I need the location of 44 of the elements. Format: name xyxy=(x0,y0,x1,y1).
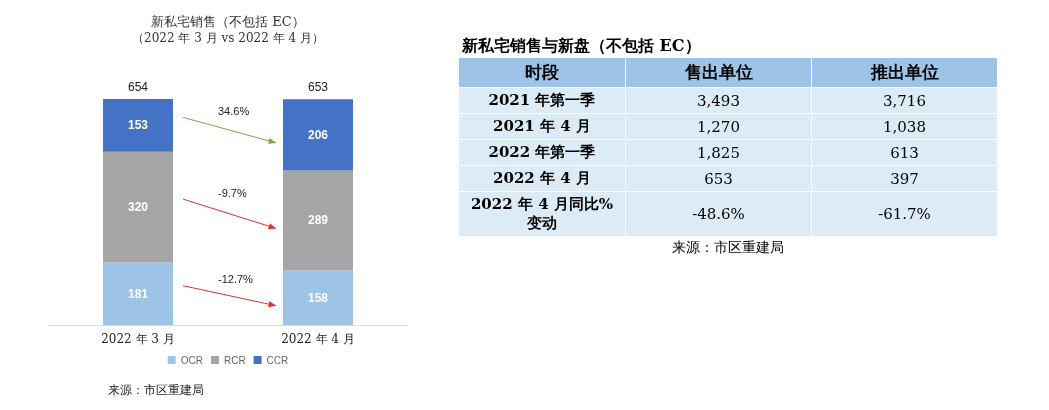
data-label: 206 xyxy=(307,127,329,142)
category-label: 2022 年 4 月 xyxy=(458,165,626,192)
bar xyxy=(283,99,353,171)
data-label: 613 xyxy=(811,139,998,166)
legend-label: RCR xyxy=(223,354,246,366)
data-label: -48.6% xyxy=(625,191,812,237)
bar xyxy=(103,98,173,152)
total-label: 654 xyxy=(127,79,149,94)
source-note: 来源：市区重建局 xyxy=(671,239,785,257)
series-label: 售出单位 xyxy=(625,57,812,88)
data-label: 181 xyxy=(127,286,149,301)
data-label: 153 xyxy=(127,118,149,133)
data-label: 1,270 xyxy=(625,113,812,140)
legend-label: OCR xyxy=(180,354,203,366)
category-label: 2021 年 4 月 xyxy=(458,113,626,140)
data-label: 3,493 xyxy=(625,87,812,114)
data-label: 1,825 xyxy=(625,139,812,166)
category-label: 2021 年第一季 xyxy=(458,87,626,114)
source-note: 来源：市区重建局 xyxy=(108,383,204,397)
data-label: 397 xyxy=(811,165,998,192)
series-label: 推出单位 xyxy=(811,57,998,88)
data-label: 3,716 xyxy=(811,87,998,114)
data-label: 289 xyxy=(307,213,329,228)
bar xyxy=(283,270,353,325)
annotation: 34.6% xyxy=(218,104,250,117)
category-label: 2022 年第一季 xyxy=(458,139,626,166)
text: 新私宅销售与新盘（不包括 EC） xyxy=(462,36,702,57)
x-tick-label: 2022 年 3 月 xyxy=(101,332,175,346)
bar xyxy=(103,262,173,325)
bar xyxy=(103,151,173,263)
data-label: 653 xyxy=(625,165,812,192)
total-label: 653 xyxy=(307,80,329,95)
data-label: 158 xyxy=(307,290,329,305)
bar xyxy=(283,170,353,271)
annotation: -12.7% xyxy=(218,273,254,286)
data-label: -61.7% xyxy=(811,191,998,237)
category-label: 2022 年 4 月同比%变动 xyxy=(458,191,626,237)
legend-label: CCR xyxy=(266,354,289,366)
data-label: 320 xyxy=(127,200,149,215)
annotation: -9.7% xyxy=(218,186,247,199)
data-label: 1,038 xyxy=(811,113,998,140)
chart-subtitle: （2022 年 3 月 vs 2022 年 4 月） xyxy=(132,31,324,45)
chart-title: 新私宅销售（不包括 EC） xyxy=(151,14,305,29)
text: 时段 xyxy=(458,57,626,88)
